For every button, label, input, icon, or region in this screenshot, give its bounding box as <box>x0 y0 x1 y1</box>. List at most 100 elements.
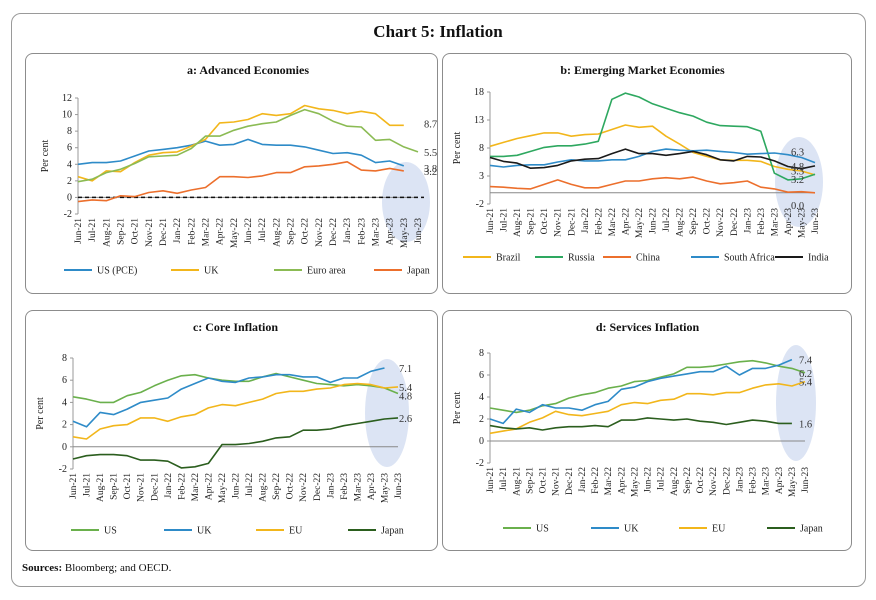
legend-label-china: China <box>636 253 660 264</box>
x-tick-label: Jun-23 <box>394 473 404 499</box>
x-tick-label: Apr-22 <box>204 473 214 500</box>
sources-note: Sources: Bloomberg; and OECD. <box>22 562 171 574</box>
x-tick-label: Jun-22 <box>644 467 654 493</box>
y-tick-label: 6 <box>479 370 484 381</box>
x-tick-label: Mar-22 <box>202 218 212 247</box>
y-axis-label: Per cent <box>452 392 463 425</box>
series-line-japan <box>489 417 792 431</box>
end-value-label: 3.2 <box>791 175 804 186</box>
x-tick-label: Oct-22 <box>286 473 296 500</box>
end-value-label: 6.2 <box>799 369 812 380</box>
x-tick-label: Aug-21 <box>102 218 112 247</box>
x-tick-label: Jul-21 <box>88 218 98 242</box>
x-tick-label: Dec-21 <box>150 473 160 501</box>
x-tick-label: Jun-23 <box>414 218 424 244</box>
y-tick-label: 2 <box>479 414 484 425</box>
end-value-label: 3.2 <box>424 167 437 178</box>
chart-advanced-economies: a: Advanced Economies -2 0 2 4 6 8 10 12 Per cent… <box>40 63 437 277</box>
legend-label-japan: Japan <box>800 524 823 535</box>
y-tick-label: 4 <box>67 159 72 170</box>
series-line-japan <box>77 161 404 203</box>
x-tick-label: May-22 <box>230 218 240 248</box>
panel-services-inflation: d: Services Inflation -2 0 2 4 6 8 Per cent Jun-… <box>442 310 852 551</box>
series-line-us <box>72 372 399 404</box>
x-tick-label: Feb-23 <box>757 208 767 235</box>
x-tick-label: Dec-22 <box>329 218 339 246</box>
legend-label-japan: Japan <box>407 266 430 277</box>
x-tick-label: Mar-22 <box>604 467 614 496</box>
x-tick-label: Oct-22 <box>703 208 713 235</box>
legend-label-brazil: Brazil <box>496 253 521 264</box>
x-tick-label: Mar-23 <box>770 208 780 237</box>
end-value-label: 3.8 <box>424 164 437 175</box>
x-tick-label: Sep-21 <box>525 467 535 494</box>
x-tick-label: Sep-22 <box>683 467 693 494</box>
x-tick-label: Jan-22 <box>164 473 174 499</box>
end-value-label: 5.5 <box>424 148 437 159</box>
y-tick-label: 4 <box>62 397 67 408</box>
y-tick-label: 0 <box>67 192 72 203</box>
y-tick-label: 8 <box>479 348 484 359</box>
x-tick-label: Apr-23 <box>367 473 377 500</box>
x-tick-label: Jan-22 <box>578 467 588 493</box>
y-tick-label: 12 <box>62 93 72 104</box>
x-tick-label: Feb-22 <box>594 208 604 235</box>
x-tick-label: Feb-22 <box>591 467 601 494</box>
x-tick-label: Jul-21 <box>83 473 93 497</box>
end-value-label: 4.8 <box>399 392 412 403</box>
x-tick-label: Mar-23 <box>372 218 382 247</box>
legend-label-euro-area: Euro area <box>307 266 346 277</box>
highlight-ellipse <box>775 137 823 227</box>
x-tick-label: Sep-21 <box>527 208 537 235</box>
x-tick-label: Mar-23 <box>353 473 363 502</box>
y-tick-label: -2 <box>64 209 72 220</box>
x-tick-label: Jul-21 <box>499 467 509 491</box>
legend-label-uk: UK <box>624 524 639 535</box>
series-line-japan <box>72 417 399 469</box>
series-line-china <box>489 176 816 194</box>
x-tick-label: Jun-21 <box>69 473 79 499</box>
legend-label-japan: Japan <box>381 526 404 537</box>
x-tick-label: Sep-22 <box>272 473 282 500</box>
x-tick-label: Nov-21 <box>552 467 562 496</box>
x-tick-label: Jan-23 <box>735 467 745 493</box>
end-value-label: 6.3 <box>791 148 804 159</box>
x-tick-label: Jul-22 <box>662 208 672 232</box>
x-tick-label: May-22 <box>630 467 640 497</box>
x-tick-label: Nov-22 <box>709 467 719 496</box>
x-tick-label: Nov-21 <box>145 218 155 247</box>
y-tick-label: 18 <box>474 87 484 98</box>
legend-label-india: India <box>808 253 829 264</box>
legend-label-eu: EU <box>289 526 303 537</box>
end-value-label: 7.4 <box>799 356 813 367</box>
x-tick-label: Jul-22 <box>657 467 667 491</box>
x-tick-label: Feb-22 <box>177 473 187 500</box>
figure-title: Chart 5: Inflation <box>373 22 503 41</box>
x-tick-label: Jun-22 <box>649 208 659 234</box>
end-value-label: 3.3 <box>791 166 804 177</box>
panel-advanced-economies: a: Advanced Economies -2 0 2 4 6 8 10 12 Per cent… <box>25 53 438 294</box>
x-tick-label: Jun-23 <box>801 467 811 493</box>
legend-label-russia: Russia <box>568 253 595 264</box>
legend-label-south-africa: South Africa <box>724 253 775 264</box>
x-tick-label: Sep-21 <box>110 473 120 500</box>
series-line-eu <box>72 382 399 440</box>
x-tick-label: Nov-21 <box>554 208 564 237</box>
y-tick-label: 6 <box>62 375 67 386</box>
y-tick-label: 8 <box>62 353 67 364</box>
y-tick-label: 0 <box>62 442 67 453</box>
x-tick-label: Dec-21 <box>567 208 577 236</box>
x-tick-label: Apr-23 <box>784 208 794 235</box>
panel-title: b: Emerging Market Economies <box>560 63 725 77</box>
x-tick-label: Aug-22 <box>259 473 269 502</box>
x-tick-label: Aug-21 <box>512 467 522 496</box>
x-tick-label: May-23 <box>797 208 807 238</box>
series-line-uk <box>489 358 793 425</box>
x-tick-label: Oct-21 <box>539 467 549 494</box>
x-tick-label: Oct-22 <box>301 218 311 245</box>
y-tick-label: -2 <box>59 464 67 475</box>
x-tick-label: Aug-22 <box>670 467 680 496</box>
end-value-label: 5.4 <box>799 378 813 389</box>
end-value-label: 7.1 <box>399 364 412 375</box>
